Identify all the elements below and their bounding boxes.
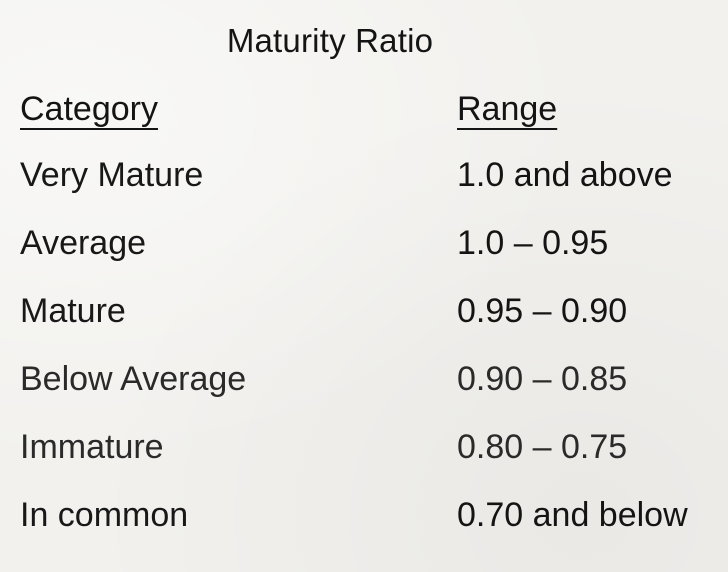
table-row: Below Average 0.90 – 0.85 bbox=[20, 360, 720, 428]
category-cell: In common bbox=[20, 496, 189, 534]
category-cell: Mature bbox=[20, 292, 126, 330]
table-header-row: Category Range bbox=[20, 90, 720, 156]
range-cell: 0.80 – 0.75 bbox=[457, 428, 628, 466]
header-range: Range bbox=[457, 90, 558, 128]
range-cell: 0.90 – 0.85 bbox=[457, 360, 628, 398]
range-cell: 0.70 and below bbox=[457, 496, 688, 534]
table-row: Very Mature 1.0 and above bbox=[20, 156, 720, 224]
maturity-ratio-table: Category Range Very Mature 1.0 and above… bbox=[20, 90, 720, 564]
category-cell: Below Average bbox=[20, 360, 247, 398]
table-row: Mature 0.95 – 0.90 bbox=[20, 292, 720, 360]
range-cell: 1.0 and above bbox=[457, 156, 673, 194]
range-cell: 1.0 – 0.95 bbox=[457, 224, 609, 262]
table-row: In common 0.70 and below bbox=[20, 496, 720, 564]
table-row: Immature 0.80 – 0.75 bbox=[20, 428, 720, 496]
header-category: Category bbox=[20, 90, 158, 128]
document-title: Maturity Ratio bbox=[226, 22, 434, 59]
range-cell: 0.95 – 0.90 bbox=[457, 292, 628, 330]
category-cell: Very Mature bbox=[20, 156, 204, 194]
category-cell: Average bbox=[20, 224, 147, 262]
category-cell: Immature bbox=[20, 428, 164, 466]
table-row: Average 1.0 – 0.95 bbox=[20, 224, 720, 292]
